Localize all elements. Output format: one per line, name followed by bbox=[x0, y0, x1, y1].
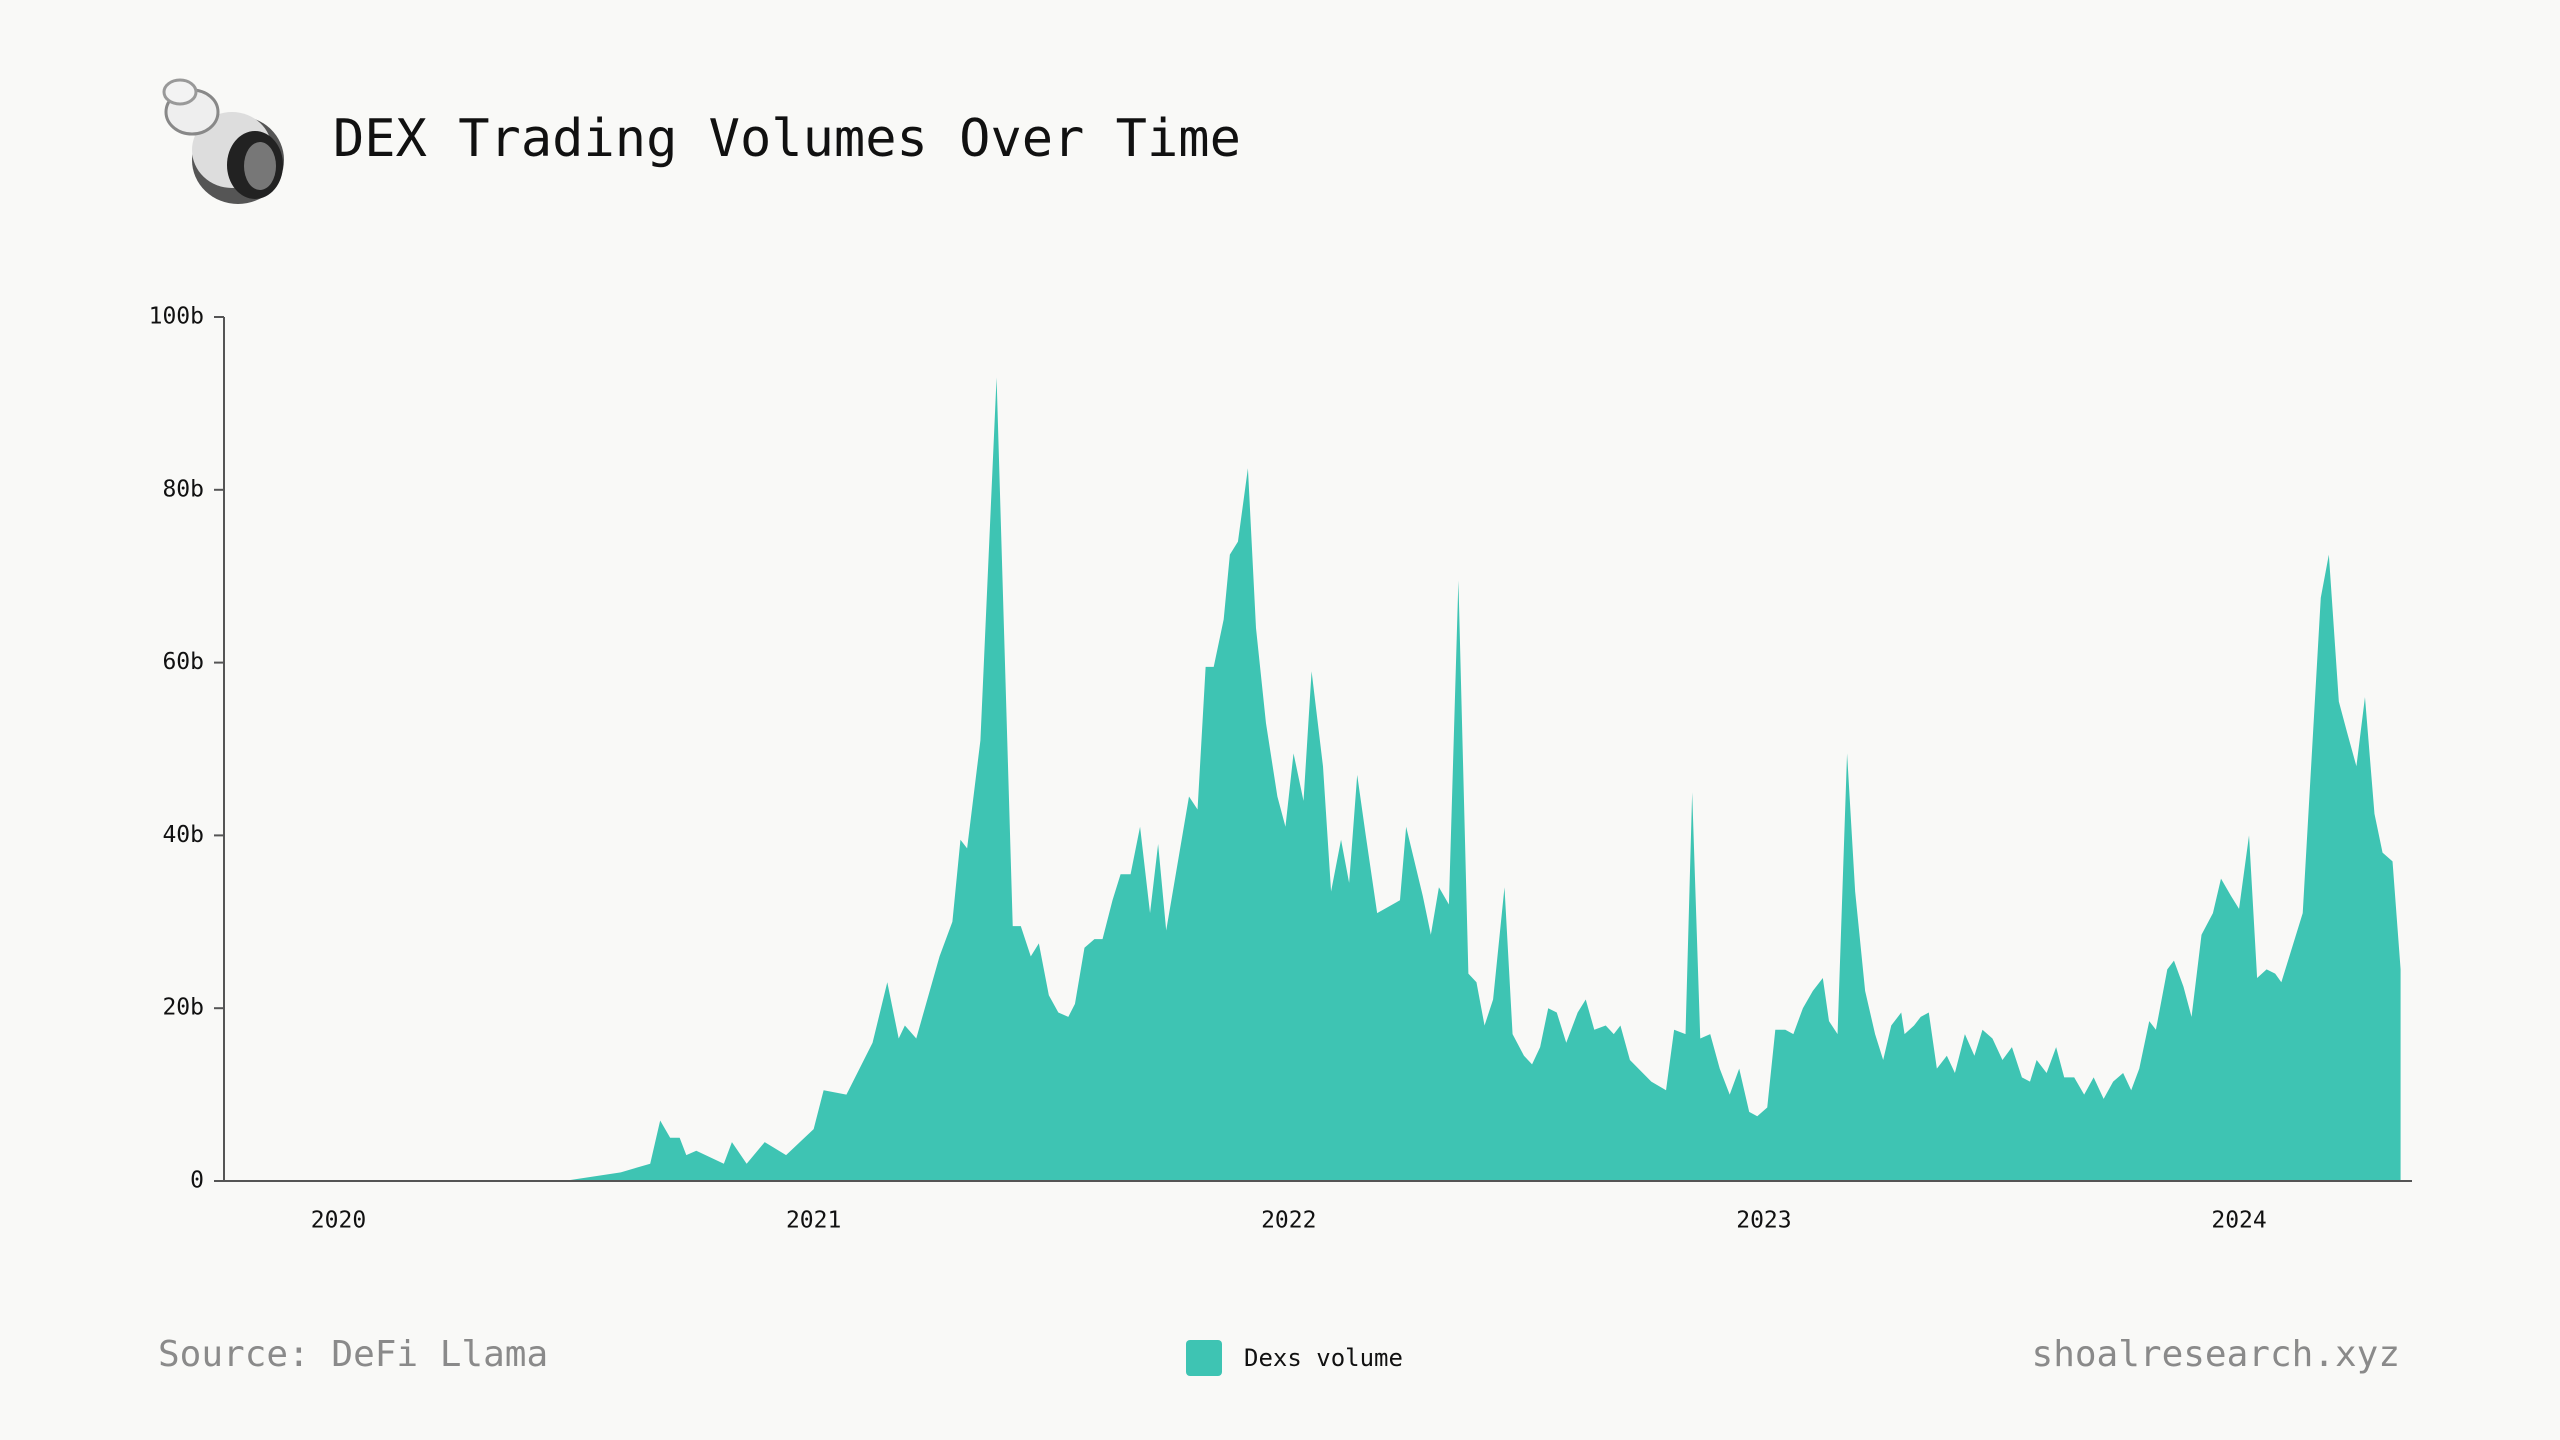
y-tick-label: 60b bbox=[162, 649, 204, 675]
x-tick-label: 2023 bbox=[1736, 1208, 1791, 1234]
x-tick-label: 2022 bbox=[1261, 1208, 1316, 1234]
x-tick-label: 2021 bbox=[786, 1208, 841, 1234]
chart-title: DEX Trading Volumes Over Time bbox=[333, 109, 1241, 169]
x-tick-label: 2020 bbox=[311, 1208, 366, 1234]
logo bbox=[162, 78, 284, 204]
credit: shoalresearch.xyz bbox=[2032, 1334, 2400, 1375]
area bbox=[224, 377, 2401, 1182]
y-tick-label: 0 bbox=[190, 1168, 204, 1194]
y-tick-label: 40b bbox=[162, 822, 204, 848]
legend-label: Dexs volume bbox=[1244, 1344, 1403, 1372]
y-tick-label: 20b bbox=[162, 995, 204, 1021]
source: Source: DeFi Llama bbox=[158, 1334, 548, 1375]
legend-swatch bbox=[1186, 1340, 1222, 1376]
x-tick-label: 2024 bbox=[2211, 1208, 2266, 1234]
y-tick-label: 80b bbox=[162, 476, 204, 502]
y-tick-label: 100b bbox=[149, 304, 204, 330]
